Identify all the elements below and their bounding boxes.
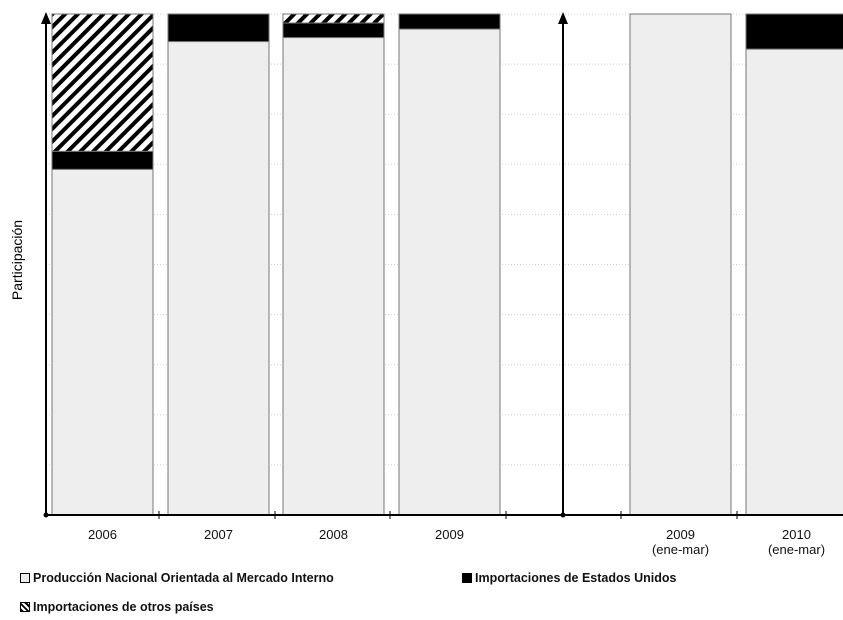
x-tick-label: 2010 xyxy=(782,527,811,542)
bar-segment-produccion xyxy=(629,13,732,516)
origin-dot xyxy=(43,512,49,518)
bar-segment-estados-unidos xyxy=(745,13,843,50)
bar-segment-produccion xyxy=(282,37,385,516)
x-tick-sublabel: (ene-mar) xyxy=(768,542,825,557)
bar-segment-produccion xyxy=(398,28,501,516)
bar-segment-estados-unidos xyxy=(167,13,270,43)
bar-segment-estados-unidos xyxy=(282,22,385,39)
x-tick-label: 2008 xyxy=(319,527,348,542)
y-axis-label: Participación xyxy=(9,219,25,301)
legend-label-produccion: Producción Nacional Orientada al Mercado… xyxy=(33,571,334,585)
legend-swatch-estados-unidos xyxy=(462,572,472,583)
x-tick-labels: 2006 2007 2008 2009 2009(ene-mar)2010(ene-ma… xyxy=(88,527,825,557)
section-dot xyxy=(560,512,566,518)
legend-swatch-produccion xyxy=(20,572,30,583)
y-axis-label-box: Participación xyxy=(2,160,32,360)
x-tick-sublabel: (ene-mar) xyxy=(652,542,709,557)
bar-segment-otros-paises xyxy=(51,13,154,152)
x-tick-label: 2007 xyxy=(204,527,233,542)
x-tick-label: 2006 xyxy=(88,527,117,542)
bar-segment-estados-unidos xyxy=(51,150,154,170)
legend-item-produccion: Producción Nacional Orientada al Mercado… xyxy=(20,571,334,585)
bar-segment-produccion xyxy=(167,41,270,516)
x-tick-label: 2009 xyxy=(435,527,464,542)
bars xyxy=(51,13,843,516)
y-axis-arrow xyxy=(41,12,51,24)
section-divider-arrow xyxy=(558,12,568,24)
legend-label-otros-paises: Importaciones de otros países xyxy=(33,600,214,614)
legend-swatch-otros-paises xyxy=(20,601,30,612)
axes xyxy=(41,12,843,519)
legend-label-estados-unidos: Importaciones de Estados Unidos xyxy=(475,571,677,585)
bar-segment-produccion xyxy=(745,48,843,516)
bar-segment-produccion xyxy=(51,168,154,516)
legend-item-estados-unidos: Importaciones de Estados Unidos xyxy=(462,571,676,585)
bar-segment-estados-unidos xyxy=(398,13,501,30)
bar-segment-otros-paises xyxy=(282,13,385,24)
legend-item-otros-paises: Importaciones de otros países xyxy=(20,600,214,614)
x-tick-label: 2009 xyxy=(666,527,695,542)
